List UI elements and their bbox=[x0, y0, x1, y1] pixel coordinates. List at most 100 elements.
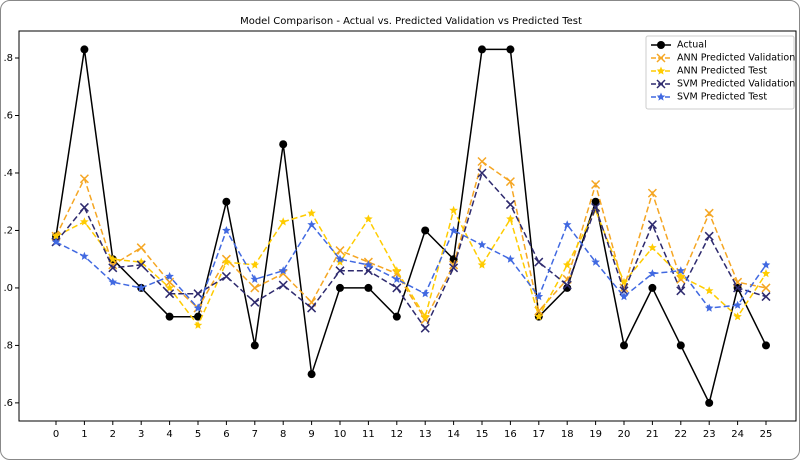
x-tick-label: 1 bbox=[81, 429, 87, 440]
x-tick-label: 16 bbox=[504, 429, 517, 440]
point-marker bbox=[420, 323, 430, 333]
point-marker bbox=[477, 260, 487, 269]
y-tick-label: .4 bbox=[3, 168, 13, 179]
point-marker bbox=[278, 280, 288, 290]
point-marker bbox=[222, 226, 231, 235]
point-marker bbox=[136, 260, 146, 270]
legend-box bbox=[645, 35, 795, 110]
x-tick-label: 15 bbox=[476, 429, 489, 440]
y-tick-label: .2 bbox=[3, 225, 13, 236]
x-tick-label: 8 bbox=[280, 429, 286, 440]
legend-label: Actual bbox=[677, 40, 707, 51]
point-marker bbox=[307, 208, 316, 217]
point-marker bbox=[80, 217, 89, 226]
series-line bbox=[55, 160, 767, 322]
x-tick-label: 17 bbox=[532, 429, 545, 440]
chart-title: Model Comparison - Actual vs. Predicted … bbox=[240, 16, 582, 27]
point-marker bbox=[421, 226, 430, 235]
series-line bbox=[55, 208, 767, 327]
point-marker bbox=[761, 283, 771, 293]
point-marker bbox=[193, 289, 203, 299]
point-marker bbox=[620, 341, 628, 350]
point-marker bbox=[647, 188, 657, 198]
point-marker bbox=[193, 303, 203, 312]
point-marker bbox=[165, 271, 174, 281]
point-marker bbox=[704, 231, 714, 241]
x-tick-label: 2 bbox=[110, 429, 116, 440]
point-marker bbox=[222, 197, 231, 206]
point-marker bbox=[449, 205, 458, 214]
point-marker bbox=[477, 156, 487, 167]
legend-label: ANN Predicted Test bbox=[677, 66, 767, 77]
point-marker bbox=[364, 283, 373, 292]
point-marker bbox=[364, 260, 373, 269]
y-tick-label: .8 bbox=[3, 340, 13, 351]
point-marker bbox=[676, 341, 685, 350]
point-marker bbox=[704, 303, 714, 312]
point-marker bbox=[279, 140, 288, 149]
point-marker bbox=[506, 214, 515, 223]
point-marker bbox=[619, 292, 629, 301]
point-marker bbox=[705, 398, 714, 407]
point-marker bbox=[392, 312, 401, 321]
legend-label: ANN Predicted Validation bbox=[677, 53, 795, 64]
point-marker bbox=[647, 220, 657, 230]
series-line bbox=[55, 171, 767, 330]
point-marker bbox=[250, 297, 260, 307]
point-marker bbox=[165, 283, 174, 292]
point-marker bbox=[79, 202, 89, 212]
point-marker bbox=[676, 286, 686, 296]
point-marker bbox=[449, 226, 458, 235]
point-marker bbox=[250, 341, 259, 350]
point-marker bbox=[194, 312, 202, 321]
point-marker bbox=[563, 283, 572, 292]
legend-marker bbox=[656, 53, 666, 63]
point-marker bbox=[165, 289, 175, 299]
point-marker bbox=[449, 263, 459, 273]
x-tick-label: 20 bbox=[618, 429, 631, 440]
point-marker bbox=[733, 300, 742, 309]
point-marker bbox=[307, 220, 316, 229]
y-tick-label: .6 bbox=[3, 110, 13, 121]
point-marker bbox=[591, 257, 600, 266]
point-marker bbox=[534, 292, 544, 301]
point-marker bbox=[363, 266, 373, 276]
legend-marker bbox=[656, 79, 666, 89]
point-marker bbox=[80, 45, 89, 54]
point-marker bbox=[392, 283, 402, 293]
point-marker bbox=[136, 257, 146, 266]
point-marker bbox=[420, 312, 430, 321]
point-marker bbox=[704, 208, 714, 218]
point-marker bbox=[136, 283, 146, 292]
point-marker bbox=[250, 274, 260, 283]
point-marker bbox=[420, 289, 430, 298]
point-marker bbox=[336, 283, 344, 292]
y-tick-label: .8 bbox=[3, 53, 13, 64]
x-tick-label: 19 bbox=[589, 429, 602, 440]
point-marker bbox=[733, 312, 742, 321]
point-marker bbox=[733, 283, 743, 293]
x-tick-label: 12 bbox=[390, 429, 403, 440]
point-marker bbox=[165, 277, 175, 287]
point-marker bbox=[51, 231, 61, 240]
point-marker bbox=[478, 45, 486, 54]
point-marker bbox=[278, 217, 288, 226]
point-marker bbox=[591, 205, 600, 214]
x-tick-label: 13 bbox=[419, 429, 432, 440]
point-marker bbox=[619, 277, 629, 286]
point-marker bbox=[477, 168, 487, 178]
plot-frame bbox=[18, 30, 797, 422]
x-tick-label: 7 bbox=[252, 429, 258, 440]
point-marker bbox=[392, 274, 402, 283]
legend-label: SVM Predicted Test bbox=[677, 92, 767, 103]
x-tick-label: 22 bbox=[674, 429, 687, 440]
point-marker bbox=[505, 177, 515, 187]
legend-marker bbox=[656, 92, 666, 101]
point-marker bbox=[648, 269, 657, 278]
point-marker bbox=[79, 174, 89, 184]
x-tick-label: 11 bbox=[362, 429, 375, 440]
x-tick-label: 9 bbox=[308, 429, 314, 440]
point-marker bbox=[676, 271, 686, 281]
x-tick-label: 21 bbox=[646, 429, 659, 440]
point-marker bbox=[505, 200, 515, 210]
